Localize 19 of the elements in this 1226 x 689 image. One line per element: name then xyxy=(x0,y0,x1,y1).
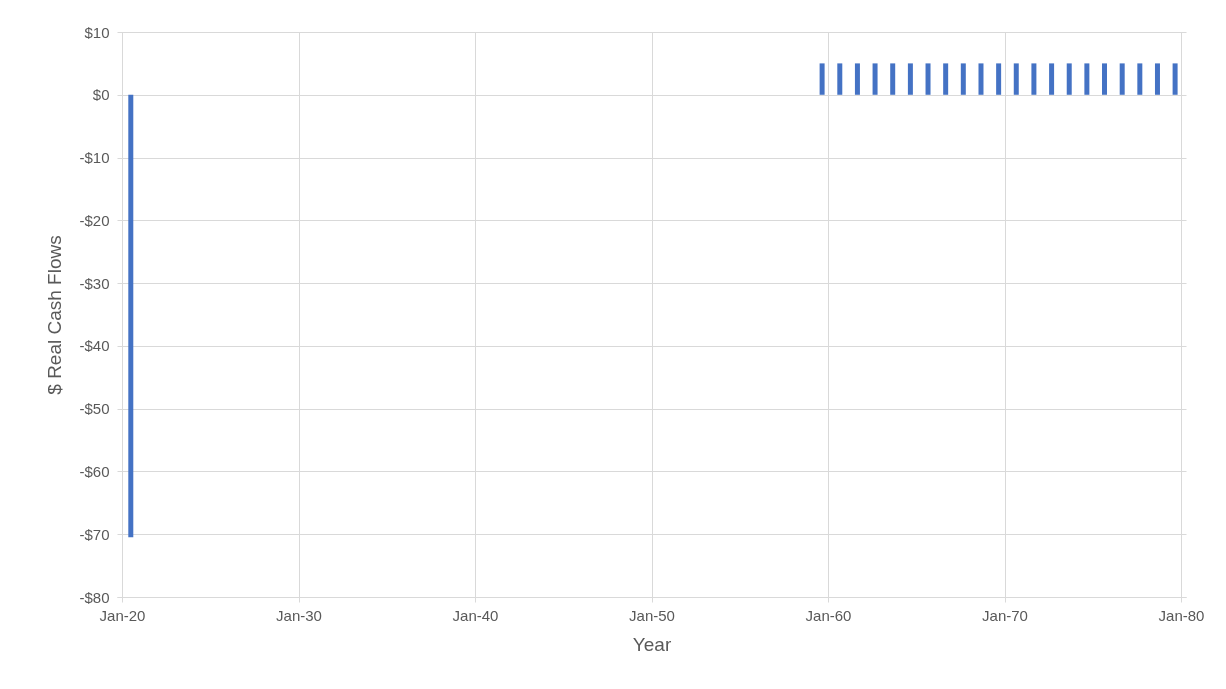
y-tick-label: -$60 xyxy=(79,462,110,480)
x-tick-label: Jan-60 xyxy=(805,606,852,624)
y-tick-label: $10 xyxy=(84,23,110,41)
x-tick-label: Jan-40 xyxy=(452,606,499,624)
y-tick-label: -$10 xyxy=(79,149,110,167)
x-tick-label: Jan-30 xyxy=(276,606,322,624)
y-tick-label: -$40 xyxy=(79,337,110,355)
x-tick-label: Jan-80 xyxy=(1158,606,1205,624)
x-tick-label: Jan-70 xyxy=(982,606,1028,624)
y-tick-label: -$50 xyxy=(79,400,110,418)
x-tick-label: Jan-20 xyxy=(99,606,146,624)
y-axis-title: $ Real Cash Flows xyxy=(44,235,66,395)
y-tick-label: $0 xyxy=(92,86,110,104)
x-axis-title: Year xyxy=(632,633,672,655)
y-tick-label: -$20 xyxy=(79,211,110,229)
y-tick-label: -$70 xyxy=(79,525,110,543)
y-tick-label: -$80 xyxy=(79,588,110,606)
x-tick-label: Jan-50 xyxy=(629,606,675,624)
y-tick-label: -$30 xyxy=(79,274,110,292)
